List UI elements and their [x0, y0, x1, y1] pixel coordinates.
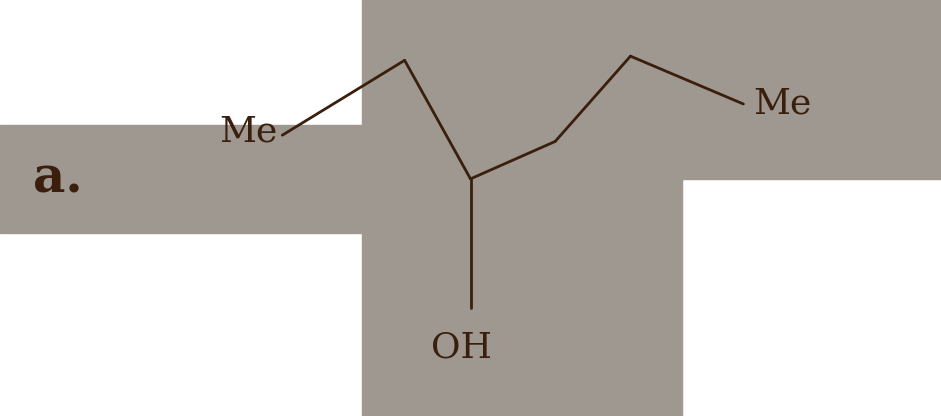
- Text: Me: Me: [753, 87, 811, 121]
- Bar: [682, 0, 941, 179]
- Text: OH: OH: [431, 331, 491, 365]
- Text: Me: Me: [219, 114, 278, 148]
- Bar: [362, 0, 682, 416]
- Bar: [0, 125, 395, 233]
- Text: a.: a.: [33, 154, 83, 203]
